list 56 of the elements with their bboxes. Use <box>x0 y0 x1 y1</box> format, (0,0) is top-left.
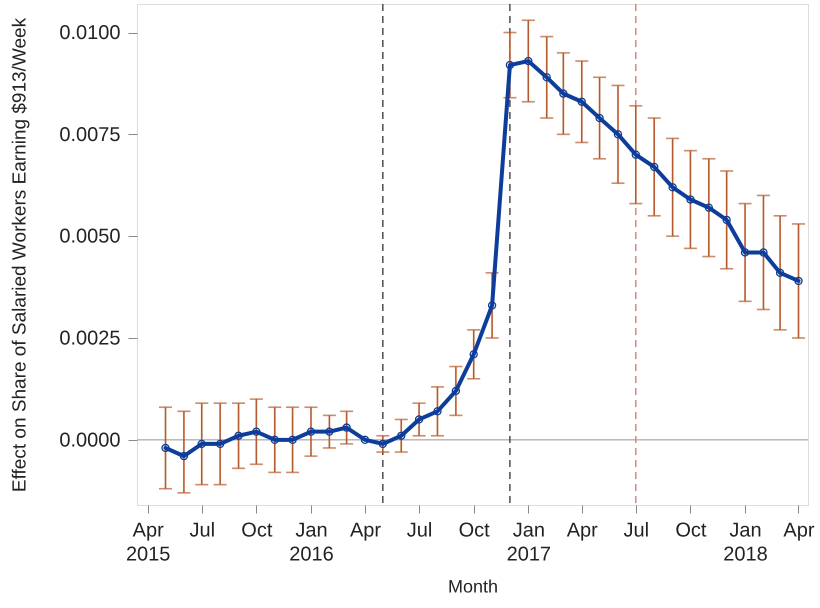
point <box>433 407 442 416</box>
y-tick-label: 0.0075 <box>59 124 120 146</box>
point <box>180 452 188 460</box>
point <box>161 444 170 452</box>
point <box>452 386 460 396</box>
point <box>704 203 714 212</box>
point <box>342 423 351 432</box>
point <box>216 440 224 448</box>
point <box>252 428 261 436</box>
point <box>559 89 568 98</box>
point <box>234 432 243 440</box>
x-axis-title: Month <box>448 576 498 596</box>
point <box>488 301 496 310</box>
point <box>325 428 334 436</box>
point <box>595 114 604 122</box>
point <box>686 195 695 204</box>
x-tick-label: Oct <box>241 520 273 542</box>
point <box>524 56 533 66</box>
y-tick-label: 0.0050 <box>59 226 120 248</box>
x-tick-label: Oct <box>458 520 490 542</box>
point <box>270 436 279 444</box>
x-tick-label: Oct <box>675 520 707 542</box>
x-tick-label: Apr <box>350 520 382 542</box>
point <box>470 350 478 358</box>
x-tick-label: Jan 2018 <box>723 520 768 566</box>
point <box>759 248 768 257</box>
y-tick-label: 0.0000 <box>59 429 120 452</box>
x-tick-label: Apr <box>566 520 598 542</box>
point <box>414 415 424 424</box>
point <box>722 216 731 224</box>
x-tick-label: Apr <box>783 520 815 542</box>
point <box>288 436 297 444</box>
x-tick-label: Jan 2016 <box>289 520 334 566</box>
y-axis-title: Effect on Share of Salaried Workers Earning $913/Week <box>9 17 30 492</box>
point <box>378 440 388 448</box>
point <box>650 162 658 172</box>
x-tick-label: Apr 2015 <box>126 520 170 566</box>
x-tick-label: Jul <box>189 520 216 542</box>
point <box>740 248 750 257</box>
point <box>776 268 784 278</box>
y-tick-label: 0.0025 <box>59 328 120 350</box>
point <box>668 183 677 192</box>
point <box>397 432 406 440</box>
y-tick-label: 0.0100 <box>59 22 120 44</box>
point <box>306 428 316 436</box>
point <box>578 98 586 106</box>
x-tick-label: Jul <box>406 520 432 542</box>
point <box>614 130 622 139</box>
point <box>632 150 640 159</box>
point <box>794 276 803 286</box>
x-tick-label: Jan 2017 <box>506 520 552 566</box>
point <box>360 436 370 444</box>
x-tick-label: Jul <box>624 520 650 542</box>
point <box>542 73 551 82</box>
point <box>506 60 514 70</box>
point <box>198 440 206 448</box>
